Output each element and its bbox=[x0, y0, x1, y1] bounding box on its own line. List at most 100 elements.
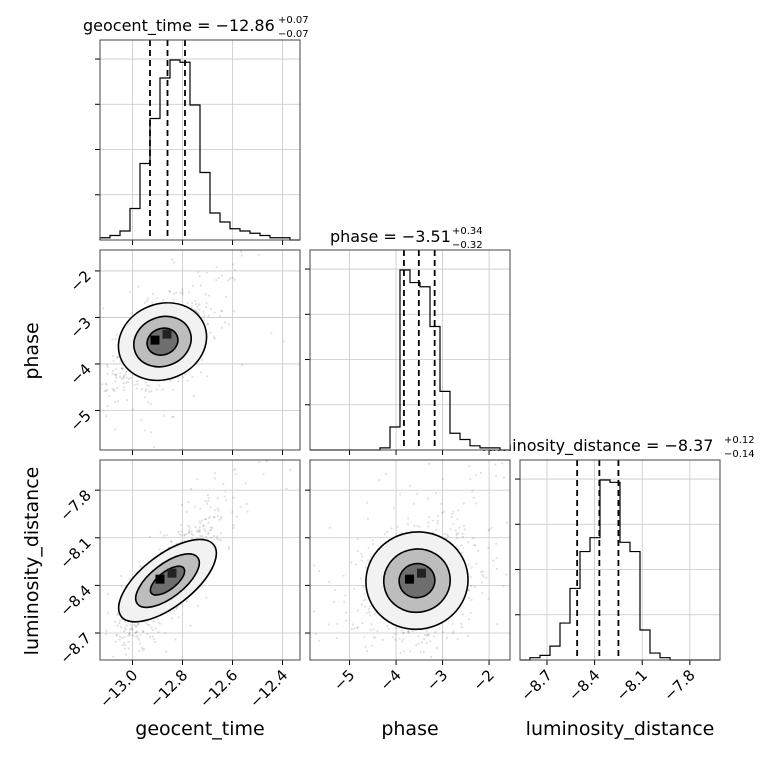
scatter-luminosity-distance-vs-phase-point bbox=[408, 484, 411, 487]
scatter-luminosity-distance-vs-phase-point bbox=[385, 472, 388, 476]
scatter-phase-vs-geocent-time-point bbox=[208, 294, 211, 297]
scatter-luminosity-distance-vs-geocent-time-point bbox=[158, 548, 161, 551]
scatter-luminosity-distance-vs-phase-peak-0 bbox=[404, 574, 414, 584]
scatter-luminosity-distance-vs-geocent-time-point bbox=[180, 534, 183, 537]
scatter-luminosity-distance-vs-phase-point bbox=[336, 622, 339, 625]
scatter-luminosity-distance-vs-phase-point bbox=[370, 623, 373, 626]
scatter-luminosity-distance-vs-geocent-time-point bbox=[112, 655, 115, 658]
scatter-luminosity-distance-vs-phase-point bbox=[469, 478, 472, 481]
scatter-luminosity-distance-vs-geocent-time-point bbox=[201, 535, 204, 538]
scatter-phase-vs-geocent-time-point bbox=[111, 388, 114, 391]
scatter-phase-vs-geocent-time-point bbox=[121, 367, 124, 371]
xlabel-geocent-time: geocent_time bbox=[135, 718, 264, 740]
hist-geocent-time-bin-4 bbox=[140, 164, 150, 241]
scatter-phase-vs-geocent-time-point bbox=[137, 285, 140, 288]
scatter-luminosity-distance-vs-geocent-time-point bbox=[224, 490, 227, 493]
scatter-luminosity-distance-vs-geocent-time-point bbox=[123, 620, 126, 623]
scatter-luminosity-distance-vs-geocent-time-point bbox=[118, 638, 121, 641]
hist-phase-bin-8 bbox=[390, 427, 400, 450]
scatter-phase-vs-geocent-time-point bbox=[240, 254, 243, 257]
scatter-luminosity-distance-vs-geocent-time-point bbox=[219, 539, 222, 542]
ylabel-luminosity-distance: luminosity_distance bbox=[21, 467, 43, 656]
scatter-luminosity-distance-vs-phase-point bbox=[360, 559, 363, 562]
scatter-luminosity-distance-vs-phase-point bbox=[431, 531, 434, 534]
scatter-luminosity-distance-vs-geocent-time-point bbox=[157, 621, 160, 624]
scatter-luminosity-distance-vs-geocent-time-point bbox=[166, 534, 169, 537]
scatter-luminosity-distance-vs-phase-point bbox=[428, 516, 431, 519]
scatter-luminosity-distance-vs-phase-point bbox=[427, 525, 430, 528]
scatter-luminosity-distance-vs-geocent-time-point bbox=[105, 632, 108, 636]
scatter-luminosity-distance-vs-phase-point bbox=[435, 528, 438, 532]
scatter-luminosity-distance-vs-geocent-time-point bbox=[222, 483, 225, 486]
scatter-luminosity-distance-vs-phase-point bbox=[435, 646, 439, 650]
scatter-phase-vs-geocent-time-point bbox=[192, 394, 195, 397]
scatter-luminosity-distance-vs-phase-point bbox=[407, 631, 410, 634]
scatter-phase-vs-geocent-time-point bbox=[144, 389, 147, 392]
scatter-luminosity-distance-vs-phase-point bbox=[365, 501, 368, 504]
scatter-luminosity-distance-vs-geocent-time-point bbox=[124, 626, 127, 629]
scatter-luminosity-distance-vs-geocent-time-point bbox=[216, 497, 219, 500]
hist-geocent-time-bin-16 bbox=[260, 236, 270, 241]
scatter-luminosity-distance-vs-geocent-time-point bbox=[152, 638, 155, 641]
scatter-luminosity-distance-vs-phase-point bbox=[335, 636, 338, 640]
scatter-luminosity-distance-vs-phase-point bbox=[474, 502, 477, 505]
scatter-phase-vs-geocent-time-point bbox=[125, 376, 128, 379]
scatter-phase-vs-geocent-time-point bbox=[172, 415, 175, 419]
scatter-phase-vs-geocent-time-point bbox=[106, 388, 109, 392]
scatter-luminosity-distance-vs-phase-point bbox=[495, 567, 498, 571]
hist-luminosity-distance-bin-13 bbox=[650, 653, 660, 660]
scatter-phase-vs-geocent-time-point bbox=[108, 394, 111, 397]
scatter-luminosity-distance-vs-phase-point bbox=[480, 581, 483, 584]
scatter-phase-vs-geocent-time-point bbox=[115, 333, 118, 336]
scatter-luminosity-distance-vs-phase-point bbox=[431, 519, 434, 522]
scatter-phase-vs-geocent-time-point bbox=[175, 291, 178, 294]
scatter-luminosity-distance-vs-geocent-time-point bbox=[235, 515, 239, 518]
scatter-luminosity-distance-vs-geocent-time-point bbox=[173, 609, 176, 612]
hist-geocent-time-bin-9 bbox=[190, 105, 200, 240]
scatter-phase-vs-geocent-time-point bbox=[186, 302, 189, 305]
scatter-luminosity-distance-vs-phase-point bbox=[393, 507, 396, 510]
scatter-luminosity-distance-vs-geocent-time-point bbox=[196, 478, 199, 481]
scatter-phase-vs-geocent-time-point bbox=[195, 302, 198, 306]
scatter-luminosity-distance-vs-geocent-time-point bbox=[174, 638, 177, 641]
scatter-luminosity-distance-vs-phase-point bbox=[501, 462, 504, 465]
scatter-luminosity-distance-vs-phase-point bbox=[376, 629, 379, 633]
scatter-luminosity-distance-vs-phase-point bbox=[427, 521, 430, 524]
scatter-luminosity-distance-vs-geocent-time-point bbox=[130, 628, 133, 631]
scatter-phase-vs-geocent-time-point bbox=[172, 261, 175, 264]
scatter-phase-vs-geocent-time-point bbox=[120, 377, 123, 380]
scatter-phase-vs-geocent-time-point bbox=[149, 402, 152, 405]
scatter-luminosity-distance-vs-geocent-time-point bbox=[114, 640, 117, 643]
scatter-phase-vs-geocent-time-point bbox=[187, 291, 190, 294]
scatter-phase-vs-geocent-time-point bbox=[191, 301, 194, 304]
scatter-phase-vs-geocent-time-point bbox=[111, 338, 114, 341]
scatter-luminosity-distance-vs-geocent-time-point bbox=[232, 496, 235, 499]
scatter-luminosity-distance-vs-phase-point bbox=[461, 535, 464, 539]
hist-geocent-time-bin-12 bbox=[220, 222, 230, 240]
title-phase: phase = −3.51 bbox=[330, 227, 451, 246]
scatter-luminosity-distance-vs-phase-point bbox=[399, 493, 402, 496]
scatter-luminosity-distance-vs-geocent-time-point bbox=[116, 624, 119, 627]
scatter-luminosity-distance-vs-phase-point bbox=[362, 599, 365, 602]
scatter-phase-vs-geocent-time-point bbox=[232, 310, 236, 313]
scatter-luminosity-distance-vs-geocent-time-point bbox=[179, 540, 183, 543]
scatter-phase-vs-geocent-time-point bbox=[218, 315, 221, 318]
scatter-luminosity-distance-vs-phase-point bbox=[417, 635, 420, 638]
scatter-luminosity-distance-vs-geocent-time-point bbox=[202, 524, 205, 527]
scatter-luminosity-distance-vs-phase-point bbox=[496, 623, 499, 626]
scatter-phase-vs-geocent-time-point bbox=[127, 378, 130, 381]
scatter-luminosity-distance-vs-geocent-time-point bbox=[133, 623, 136, 627]
scatter-luminosity-distance-vs-geocent-time-point bbox=[227, 548, 231, 551]
scatter-phase-vs-geocent-time-point bbox=[220, 274, 223, 277]
scatter-luminosity-distance-vs-geocent-time-point bbox=[134, 625, 137, 628]
scatter-phase-vs-geocent-time-point bbox=[205, 271, 208, 274]
scatter-phase-vs-geocent-time-point bbox=[123, 386, 126, 389]
scatter-luminosity-distance-vs-phase-point bbox=[454, 529, 457, 532]
scatter-phase-vs-geocent-time-point bbox=[111, 372, 114, 375]
hist-phase-bin-14 bbox=[450, 433, 460, 450]
scatter-luminosity-distance-vs-geocent-time-point bbox=[199, 507, 202, 510]
scatter-luminosity-distance-vs-phase-point bbox=[378, 479, 381, 482]
scatter-luminosity-distance-vs-phase-point bbox=[332, 600, 335, 604]
scatter-luminosity-distance-vs-geocent-time-point bbox=[139, 565, 142, 568]
scatter-luminosity-distance-vs-geocent-time-point bbox=[198, 530, 201, 533]
